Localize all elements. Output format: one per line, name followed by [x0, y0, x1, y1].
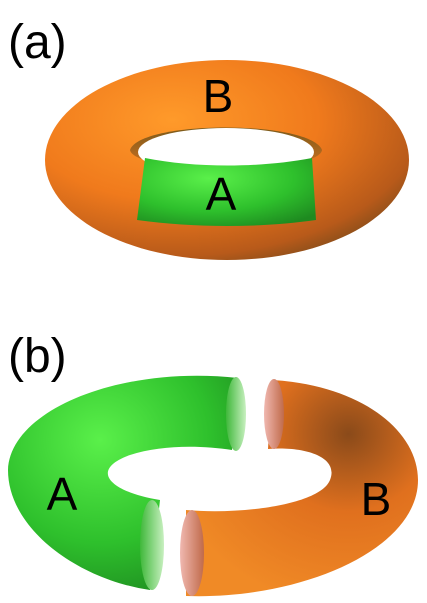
region-label: B: [203, 70, 234, 122]
region-label: A: [206, 168, 237, 220]
cut-face: [264, 379, 284, 449]
panel-label: (b): [8, 330, 67, 383]
cut-face: [140, 500, 164, 590]
region-label: A: [47, 468, 78, 520]
cut-face: [226, 377, 246, 451]
page: (a) B A (b) A B (() => { const data = JS…: [0, 0, 427, 603]
cut-face: [180, 510, 204, 596]
panel-b: (b) A B: [8, 330, 418, 596]
region-label: B: [361, 473, 392, 525]
figure: (a) B A (b) A B: [0, 0, 427, 603]
panel-label: (a): [8, 16, 67, 69]
panel-a: (a) B A: [8, 16, 409, 260]
